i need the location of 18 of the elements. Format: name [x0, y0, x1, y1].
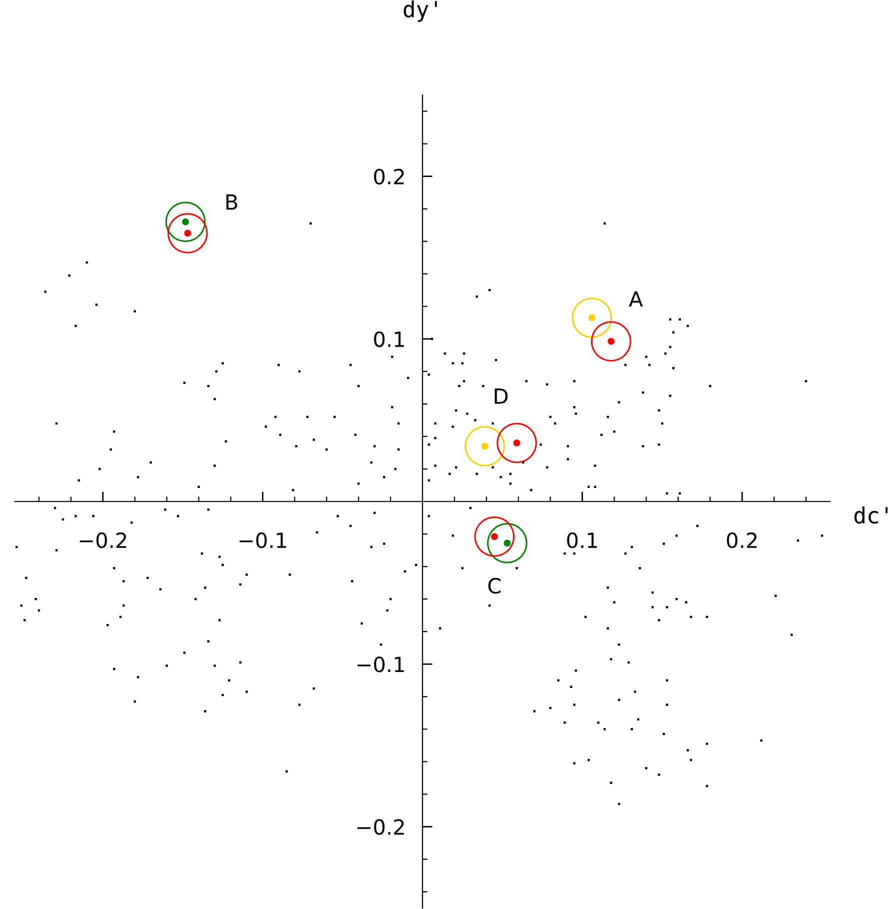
annotation: D	[494, 388, 508, 404]
point	[167, 213, 208, 254]
y-axis-title: dy'	[404, 0, 437, 22]
annotation: C	[488, 578, 501, 594]
annotation: A	[628, 291, 643, 307]
y-tick-label: 0.1	[374, 331, 404, 348]
x-axis-title: dc'	[854, 506, 888, 524]
x-tick-label: 0.1	[567, 532, 597, 548]
y-tick-label: 0.2	[374, 168, 404, 185]
x-tick-label: −0.2	[80, 532, 126, 548]
y-tick-label: −0.1	[357, 656, 404, 672]
x-tick-label: 0.2	[726, 532, 757, 548]
point	[496, 422, 537, 464]
point	[474, 516, 515, 557]
point	[590, 321, 632, 362]
y-tick-label: −0.2	[357, 819, 404, 835]
annotation: B	[226, 194, 238, 210]
x-tick-label: −0.1	[240, 532, 286, 548]
